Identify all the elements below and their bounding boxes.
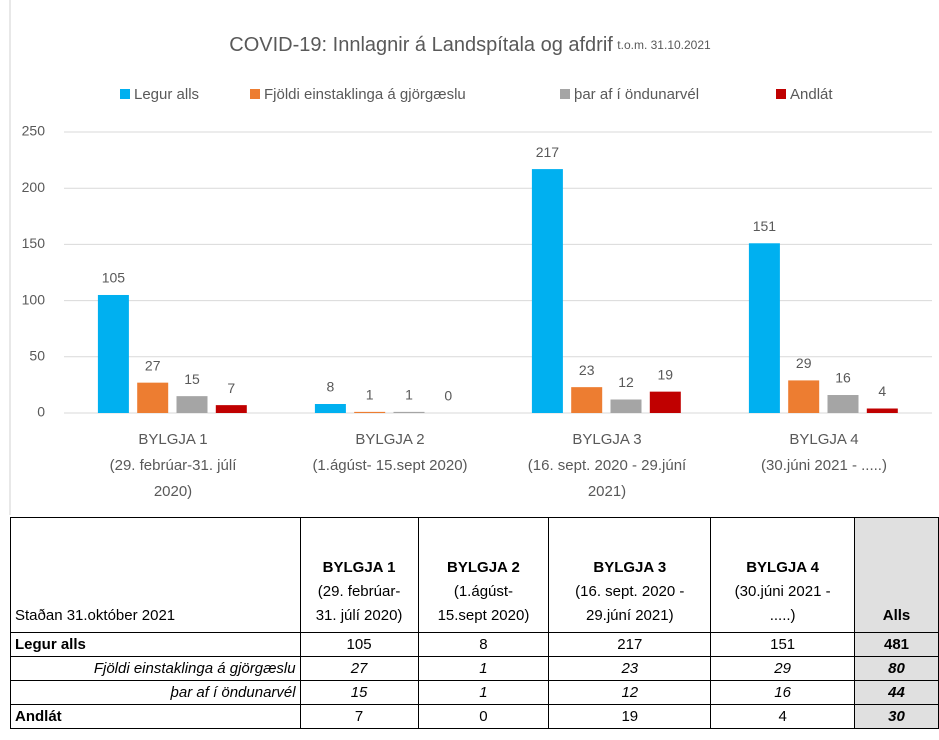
bar: [176, 396, 208, 413]
bar: [866, 408, 898, 413]
legend-swatch: [120, 89, 130, 99]
column-name: BYLGJA 2: [447, 559, 520, 576]
header-row: Staðan 31.október 2021 BYLGJA 1 (29. febrú…: [10, 517, 939, 633]
column-name: Alls: [882, 607, 911, 624]
x-tick-label: BYLGJA 2 (1.ágúst- 15.sept 2020): [312, 431, 468, 474]
data-label: 29: [796, 355, 812, 371]
cell: 80: [854, 656, 939, 681]
bar: [393, 411, 425, 413]
y-tick-label: 0: [37, 404, 45, 420]
legend-swatch: [776, 89, 786, 99]
cell: 30: [854, 704, 939, 729]
data-label: 151: [753, 218, 777, 234]
data-label: 23: [579, 362, 595, 378]
column-period: (29. febrúar- 31. júlí 2020): [315, 583, 403, 624]
y-tick-label: 150: [22, 235, 46, 251]
bar: [571, 387, 603, 413]
table-row: þar af í öndunarvél 15 1 12 16 44: [10, 680, 939, 705]
column-header: Alls: [854, 517, 939, 633]
title-sub: t.o.m. 31.10.2021: [617, 38, 711, 52]
data-label: 15: [184, 371, 200, 387]
bar: [827, 395, 859, 413]
y-tick-label: 250: [22, 123, 46, 139]
legend-label: Fjöldi einstaklinga á gjörgæslu: [264, 86, 466, 103]
title-main: COVID-19: Innlagnir á Landspítala og afd…: [229, 34, 613, 56]
column-period: (30.júni 2021 - .....): [734, 583, 831, 624]
bar: [354, 411, 386, 413]
cell: 29: [710, 656, 856, 681]
column-name: BYLGJA 1: [322, 559, 396, 576]
bar: [314, 404, 346, 413]
bar: [137, 382, 169, 413]
cell: 44: [854, 680, 939, 705]
bar: [97, 294, 129, 413]
cell: 16: [710, 680, 856, 705]
x-tick-label: BYLGJA 4 (30.júni 2021 - .....): [761, 431, 887, 474]
data-label: 8: [327, 379, 335, 395]
cell: 481: [854, 632, 939, 657]
column-header: BYLGJA 3 (16. sept. 2020 - 29.júní 2021): [548, 517, 712, 633]
column-header: BYLGJA 1 (29. febrúar- 31. júlí 2020): [299, 517, 419, 633]
y-tick-label: 200: [22, 179, 46, 195]
column-period: (1.ágúst- 15.sept 2020): [437, 583, 530, 624]
data-label: 217: [536, 144, 560, 160]
row-label: Andlát: [10, 704, 301, 729]
chart: COVID-19: Innlagnir á Landspítala og afd…: [9, 0, 932, 515]
data-label: 19: [658, 366, 674, 382]
bar: [748, 243, 780, 413]
cell: 8: [417, 632, 550, 657]
bar: [215, 405, 247, 413]
cell: 4: [710, 704, 856, 729]
cell: 217: [548, 632, 712, 657]
bar: [610, 399, 642, 413]
cell: 105: [299, 632, 419, 657]
chart-title: COVID-19: Innlagnir á Landspítala og afd…: [229, 34, 711, 56]
legend-swatch: [250, 89, 260, 99]
data-label: 12: [618, 374, 634, 390]
bar: [531, 169, 563, 413]
row-label: Legur alls: [10, 632, 301, 657]
column-header: BYLGJA 2 (1.ágúst- 15.sept 2020): [417, 517, 550, 633]
cell: 151: [710, 632, 856, 657]
data-label: 105: [102, 270, 126, 286]
data-label: 1: [405, 387, 413, 403]
data-label: 27: [145, 357, 161, 373]
legend-label: Andlát: [790, 86, 833, 103]
data-table: Staðan 31.október 2021 BYLGJA 1 (29. febrú…: [10, 517, 939, 729]
bar: [649, 391, 681, 413]
corner-cell: Staðan 31.október 2021: [10, 517, 301, 633]
legend-label: þar af í öndunarvél: [574, 86, 699, 103]
column-header: BYLGJA 4 (30.júni 2021 - .....): [710, 517, 856, 633]
column-period: (16. sept. 2020 - 29.júní 2021): [575, 583, 685, 624]
cell: 19: [548, 704, 712, 729]
y-tick-label: 50: [29, 348, 45, 364]
row-label: Fjöldi einstaklinga á gjörgæslu: [10, 656, 301, 681]
table-row: Fjöldi einstaklinga á gjörgæslu 27 1 23 29 80: [10, 656, 939, 681]
cell: 27: [299, 656, 419, 681]
cell: 1: [417, 656, 550, 681]
data-label: 16: [835, 370, 851, 386]
data-label: 0: [444, 388, 452, 404]
cell: 12: [548, 680, 712, 705]
cell: 1: [417, 680, 550, 705]
row-label: þar af í öndunarvél: [10, 680, 301, 705]
cell: 7: [299, 704, 419, 729]
bar: [788, 380, 820, 413]
y-tick-label: 100: [22, 291, 46, 307]
data-label: 1: [366, 387, 374, 403]
column-name: BYLGJA 4: [746, 559, 820, 576]
legend-label: Legur alls: [134, 86, 199, 103]
legend-swatch: [560, 89, 570, 99]
cell: 0: [417, 704, 550, 729]
data-label: 4: [878, 383, 886, 399]
x-tick-label: BYLGJA 1 (29. febrúar-31. júlí 2020): [109, 431, 237, 500]
table-row: Legur alls 105 8 217 151 481: [10, 632, 939, 657]
cell: 23: [548, 656, 712, 681]
x-tick-label: BYLGJA 3 (16. sept. 2020 - 29.júní 2021): [527, 431, 687, 500]
column-name: BYLGJA 3: [593, 559, 667, 576]
cell: 15: [299, 680, 419, 705]
table-row: Andlát 7 0 19 4 30: [10, 704, 939, 729]
data-label: 7: [227, 380, 235, 396]
